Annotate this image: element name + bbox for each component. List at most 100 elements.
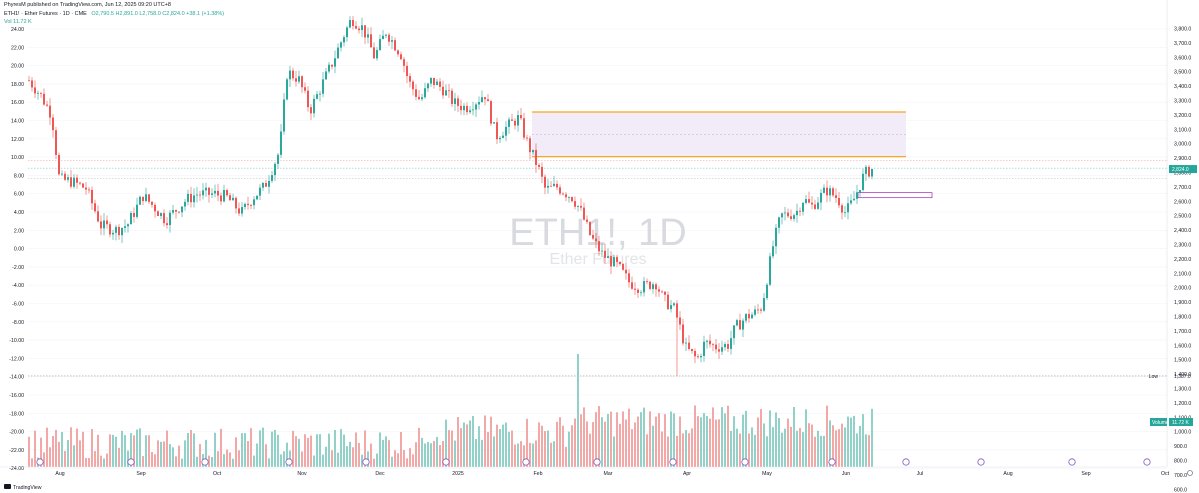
price-axis-tick: 2,700.0 [1174,185,1191,191]
volume-bar [172,447,174,467]
volume-bar [793,407,795,467]
left-axis-tick: -24.00 [9,466,24,472]
volume-bar [547,430,549,467]
candle-body [364,25,366,38]
volume-bar [433,440,435,467]
volume-bar [139,428,141,467]
volume-bar [298,438,300,467]
time-axis-label: Nov [297,471,307,477]
candle-body [739,320,741,330]
candle-body [721,347,723,352]
volume-bar [295,436,297,467]
volume-bar [601,417,603,467]
candle-body [643,281,645,293]
volume-bar [64,450,66,467]
left-axis-tick: -10.00 [9,338,24,344]
candle-body [277,154,279,164]
volume-bar [790,426,792,467]
volume-bar [292,430,294,467]
volume-bar [187,432,189,467]
event-marker-icon [36,458,44,466]
candle-body [157,211,159,216]
candle-body [718,349,720,352]
symbol-title[interactable]: ETH1! · Ether Futures · 1D · CME [4,11,87,17]
candle-body [166,223,168,226]
candle-body [868,166,870,177]
candle-body [490,101,492,124]
last-price-label: 2,824.0 [1172,167,1189,173]
volume-bar [427,441,429,467]
price-axis-tick: 2,100.0 [1174,271,1191,277]
event-markers [36,458,1151,466]
candle-body [172,210,174,213]
tradingview-logo-icon[interactable] [4,484,11,489]
volume-bar [577,354,579,467]
volume-bar [313,455,315,467]
volume-bar [316,434,318,467]
price-axis-tick: 3,500.0 [1174,70,1191,76]
volume-bar [835,430,837,467]
candle-body [862,173,864,191]
candle-body [727,344,729,349]
volume-bar [610,411,612,467]
candle-body [649,281,651,289]
volume-bar [700,417,702,467]
candle-body [769,256,771,285]
candle-body [796,210,798,216]
volume-bar [628,408,630,467]
candle-body [496,122,498,140]
candle-body [664,291,666,295]
volume-bar [379,432,381,467]
tradingview-logo-text[interactable]: TradingView [13,485,42,491]
symbol-line[interactable]: ETH1! · Ether Futures · 1D · CME O2,790.… [4,11,224,17]
candle-body [214,190,216,194]
volume-bar [496,424,498,467]
candle-body [700,355,702,358]
candle-body [217,190,219,196]
volume-bar [853,415,855,467]
candle-body [697,356,699,358]
candle-body [58,154,60,175]
gear-icon[interactable] [1187,470,1193,476]
candle-body [196,194,198,196]
volume-bar [595,412,597,467]
volume-bar [727,405,729,467]
volume-bar [133,435,135,467]
volume-bar [271,431,273,467]
symbol-watermark: ETH1!, 1D Ether Futures [509,212,686,268]
volume-bar [487,432,489,467]
volume-bar [118,447,120,467]
volume-bar [613,436,615,467]
candle-body [760,309,762,311]
volume-bar [247,441,249,467]
candle-body [502,135,504,138]
candle-body [145,194,147,202]
candle-body [598,241,600,252]
volume-bar [658,413,660,467]
candle-body [130,213,132,225]
candle-body [661,291,663,293]
volume-bar [355,432,357,467]
volume-bar [226,449,228,467]
time-axis-label: 2025 [452,471,464,477]
candle-body [565,194,567,198]
volume-bar [682,433,684,467]
candle-body [595,238,597,242]
volume-bar [109,434,111,467]
volume-bar [388,440,390,467]
candle-body [472,109,474,111]
volume-bar [145,435,147,467]
event-marker-icon [127,458,135,466]
left-axis-tick: -8.00 [12,320,24,326]
left-axis-tick: 8.00 [14,173,24,179]
candle-body [652,284,654,289]
volume-bar [412,454,414,467]
candle-body [556,183,558,188]
volume-bar [670,411,672,467]
volume-bar [100,455,102,467]
volume-bar [178,445,180,467]
candle-body [118,226,120,236]
candle-body [325,71,327,80]
volume-bar [805,409,807,467]
